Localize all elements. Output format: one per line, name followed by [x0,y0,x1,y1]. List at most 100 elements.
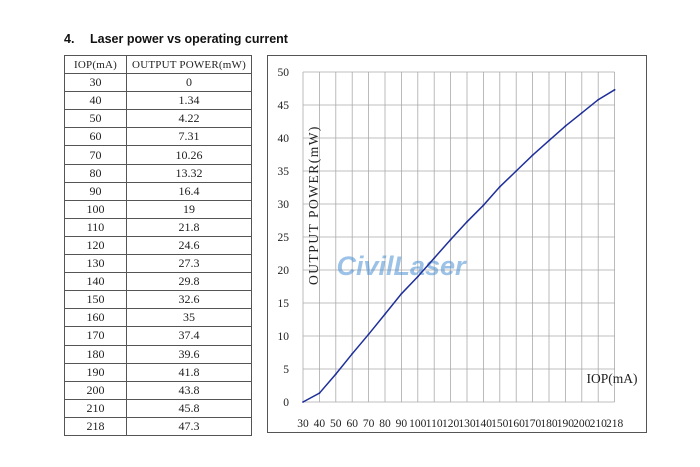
table-row: 60 7.31 [64,127,252,147]
output-power-cell: 29.8 [126,272,252,292]
output-power-cell: 7.31 [126,127,252,147]
x-tick-label: 90 [396,418,408,430]
table-row: 160 35 [64,308,252,328]
data-point [580,112,583,114]
output-power-cell: 47.3 [126,416,252,436]
power-chart: 0 5 10 15 20 25 30 35 40 45 50 30 40 50 60 70 80 90 100 11… [267,55,647,433]
table-row: 70 10.26 [64,145,252,165]
y-axis-label: OUTPUT POWER(mW) [306,125,321,285]
data-point [416,275,419,278]
iop-cell: 130 [64,254,127,274]
iop-cell: 30 [64,73,127,93]
power-table: IOP(mA) OUTPUT POWER(mW) 30 0 40 1.34 50 4.22… [64,54,252,436]
output-power-cell: 41.8 [126,362,252,382]
y-tick-label: 45 [278,100,290,112]
table-row: 110 21.8 [64,217,252,237]
table-row: 50 4.22 [64,109,252,129]
y-tick-label: 40 [278,133,290,145]
x-tick-label: 160 [508,418,525,430]
output-power-cell: 43.8 [126,380,252,400]
table-row: 90 16.4 [64,181,252,201]
data-point [613,88,616,91]
data-point [498,185,501,188]
table-row: 180 39.6 [64,344,252,364]
table-row: 130 27.3 [64,254,252,274]
output-power-cell: 21.8 [126,217,252,237]
table-header-row: IOP(mA) OUTPUT POWER(mW) [64,54,252,75]
watermark-logo: CivilLaser [336,251,467,281]
x-tick-label: 180 [540,418,558,430]
output-power-cell: 19 [126,199,252,219]
table-row: 140 29.8 [64,272,252,292]
data-point [433,257,436,260]
iop-cell: 40 [64,91,127,111]
data-point [482,204,485,207]
table-row: 30 0 [64,73,252,93]
iop-cell: 150 [64,290,127,310]
output-power-cell: 13.32 [126,163,252,183]
table-row: 100 19 [64,199,252,219]
iop-cell: 180 [64,344,127,364]
output-power-cell: 27.3 [126,254,252,274]
data-point [334,373,337,376]
output-power-cell: 0 [126,73,252,93]
chart-frame [267,55,647,433]
iop-cell: 90 [64,181,127,201]
header-output-power: OUTPUT POWER(mW) [126,54,252,75]
output-power-cell: 10.26 [126,145,252,165]
y-tick-labels: 0 5 10 15 20 25 30 35 40 45 50 [278,67,290,409]
x-tick-label: 60 [346,418,358,430]
output-power-cell: 16.4 [126,181,252,201]
output-power-cell: 24.6 [126,235,252,256]
x-tick-label: 100 [409,418,427,430]
output-power-cell: 4.22 [126,109,252,129]
header-iop: IOP(mA) [64,54,127,75]
x-tick-label: 170 [524,418,542,430]
data-point [318,392,321,395]
iop-cell: 218 [64,416,127,436]
x-tick-label: 70 [363,418,375,430]
output-power-cell: 32.6 [126,290,252,310]
x-tick-label: 218 [606,418,624,430]
series-line [302,89,615,403]
x-tick-label: 130 [458,418,476,430]
iop-cell: 120 [64,235,127,256]
iop-cell: 190 [64,362,127,382]
iop-cell: 80 [64,163,127,183]
output-power-cell: 35 [126,308,252,328]
iop-cell: 50 [64,109,127,129]
table-row: 218 47.3 [64,416,252,436]
table-row: 40 1.34 [64,91,252,111]
table-row: 170 37.4 [64,326,252,346]
x-tick-label: 210 [590,418,608,430]
table-row: 210 45.8 [64,398,252,418]
data-point [515,170,518,172]
iop-cell: 170 [64,326,127,346]
section-heading: 4. Laser power vs operating current [64,32,288,46]
y-tick-label: 15 [278,298,290,310]
y-tick-label: 20 [278,265,290,277]
table-row: 80 13.32 [64,163,252,183]
table-row: 190 41.8 [64,362,252,382]
x-tick-label: 30 [297,418,309,430]
y-tick-label: 35 [278,166,290,178]
y-tick-label: 0 [283,397,289,409]
table-body: 30 0 40 1.34 50 4.22 60 7.31 70 10.26 80 13.32 90 16.… [64,73,252,436]
data-point [384,313,386,315]
x-tick-label: 50 [330,418,342,430]
section-title: Laser power vs operating current [90,32,288,46]
data-point [449,238,452,241]
output-power-cell: 37.4 [126,326,252,346]
section-number: 4. [64,32,75,46]
data-point [548,139,550,142]
x-tick-label: 200 [573,418,591,430]
iop-cell: 100 [64,199,127,219]
output-power-cell: 1.34 [126,91,252,111]
iop-cell: 70 [64,145,127,165]
y-tick-label: 10 [278,331,290,343]
x-tick-label: 140 [475,418,493,430]
iop-cell: 110 [64,217,127,237]
table-row: 150 32.6 [64,290,252,310]
chart-grid [302,71,616,403]
output-power-cell: 39.6 [126,344,252,364]
